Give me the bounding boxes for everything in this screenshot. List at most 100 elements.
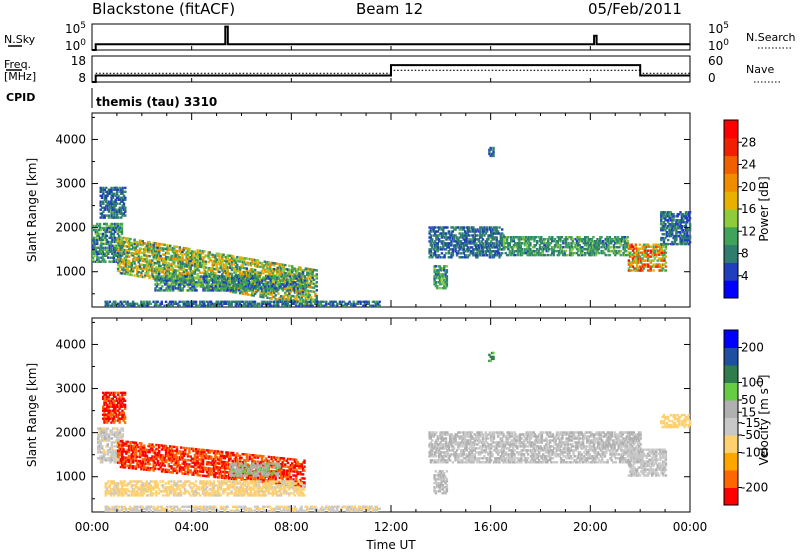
data-cell <box>127 259 131 262</box>
data-cell <box>301 270 305 274</box>
data-cell <box>607 249 610 253</box>
freq-tick-bottom: 8 <box>78 71 86 85</box>
data-cell <box>315 273 318 276</box>
data-cell <box>495 238 498 241</box>
data-cell <box>159 256 162 260</box>
data-cell <box>113 236 117 240</box>
data-cell <box>547 246 550 249</box>
data-cell <box>436 285 439 288</box>
data-cell <box>126 273 129 276</box>
data-cell <box>211 302 214 305</box>
data-cell <box>259 273 262 277</box>
data-cell <box>267 261 271 264</box>
data-cell <box>111 194 115 197</box>
data-cell <box>286 302 290 305</box>
data-cell <box>101 246 104 249</box>
data-cell <box>680 221 684 224</box>
data-cell <box>112 433 115 436</box>
data-cell <box>94 228 98 232</box>
data-cell <box>581 253 584 257</box>
data-cell <box>676 223 679 226</box>
data-cell <box>210 267 213 270</box>
data-cell <box>672 234 675 238</box>
data-cell <box>659 247 662 250</box>
data-cell <box>116 449 120 452</box>
data-cell <box>117 439 120 442</box>
data-cell <box>466 226 470 229</box>
data-cell <box>560 249 564 253</box>
data-cell <box>145 248 149 251</box>
data-cell <box>204 254 207 257</box>
data-cell <box>465 244 468 247</box>
data-cell <box>642 263 646 266</box>
freq-label: Freq. <box>4 58 31 71</box>
data-cell <box>470 252 474 255</box>
data-cell <box>140 263 143 266</box>
data-cell <box>270 285 274 288</box>
data-cell <box>185 259 188 262</box>
data-cell <box>177 302 180 305</box>
data-cell <box>98 236 102 240</box>
data-cell <box>164 247 168 251</box>
data-cell <box>184 253 187 256</box>
data-cell <box>263 260 266 263</box>
data-cell <box>118 429 122 432</box>
data-cell <box>176 275 179 278</box>
data-cell <box>133 244 136 247</box>
data-cell <box>110 200 113 203</box>
data-cell <box>193 270 197 273</box>
data-cell <box>644 263 647 266</box>
data-cell <box>429 228 433 231</box>
data-cell <box>540 251 543 255</box>
data-cell <box>221 279 224 282</box>
data-cell <box>92 238 95 242</box>
data-cell <box>141 240 144 243</box>
data-cell <box>105 214 108 217</box>
data-cell <box>106 421 109 424</box>
data-cell <box>190 276 194 279</box>
data-cell <box>147 248 150 252</box>
data-cell <box>100 240 103 244</box>
data-cell <box>124 208 127 211</box>
data-cell <box>166 273 169 277</box>
data-cell <box>121 405 124 408</box>
nave-label: Nave <box>746 63 774 76</box>
data-cell <box>222 253 225 256</box>
data-cell <box>240 279 243 282</box>
data-cell <box>215 300 218 303</box>
data-cell <box>158 254 161 257</box>
data-cell <box>593 246 596 249</box>
data-cell <box>155 268 158 271</box>
data-cell <box>490 244 493 247</box>
data-cell <box>116 241 120 245</box>
data-cell <box>178 264 181 267</box>
data-cell <box>92 250 95 253</box>
data-cell <box>112 228 115 232</box>
data-cell <box>143 268 146 271</box>
data-cell <box>138 265 142 268</box>
data-cell <box>102 200 105 203</box>
data-cell <box>118 461 121 465</box>
data-cell <box>308 304 312 307</box>
data-cell <box>432 230 435 233</box>
data-cell <box>484 240 487 243</box>
data-cell <box>574 246 577 249</box>
data-cell <box>312 274 316 278</box>
data-cell <box>113 206 116 209</box>
data-cell <box>185 255 188 258</box>
data-cell <box>109 459 112 462</box>
data-cell <box>121 190 124 193</box>
data-cell <box>371 304 375 307</box>
data-cell <box>100 194 104 197</box>
data-cell <box>152 247 155 251</box>
data-cell <box>529 249 532 253</box>
data-cell <box>112 256 115 259</box>
data-cell <box>296 289 300 292</box>
data-cell <box>652 255 655 258</box>
data-cell <box>446 226 449 229</box>
data-cell <box>527 238 531 241</box>
data-cell <box>579 247 583 251</box>
data-cell <box>660 223 663 226</box>
data-cell <box>578 240 581 243</box>
data-cell <box>665 213 668 216</box>
